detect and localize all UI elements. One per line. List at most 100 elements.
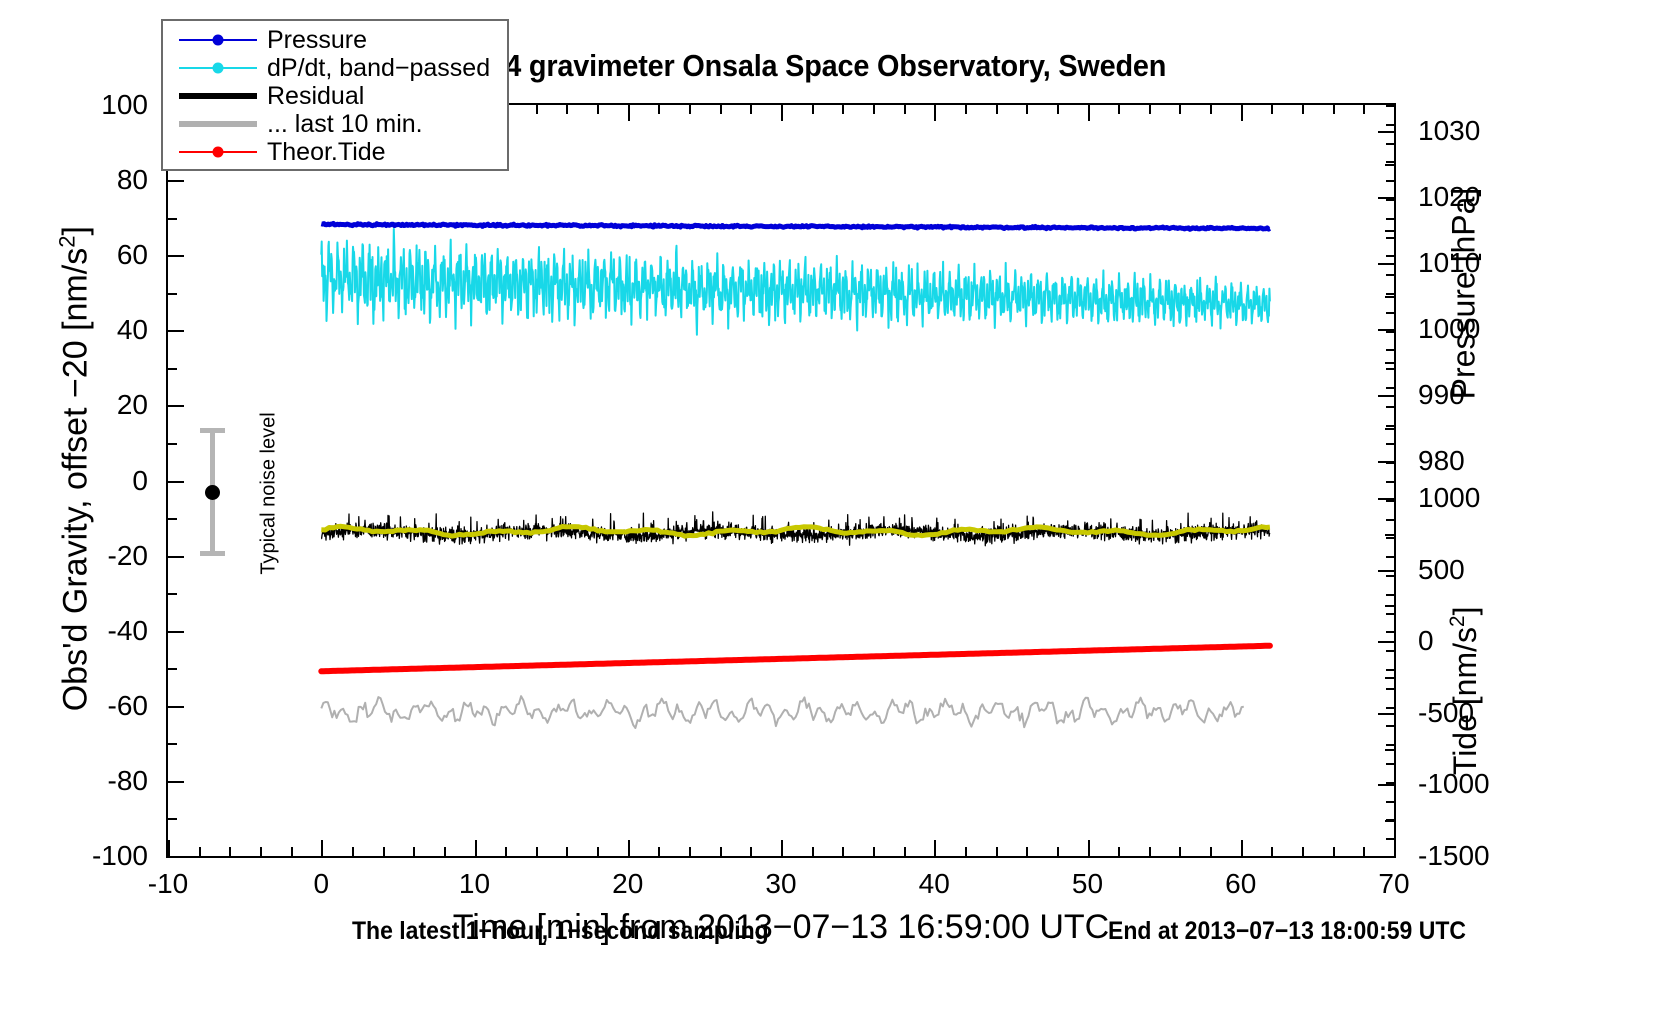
right-tick-minor xyxy=(1386,199,1394,201)
pressure-label-1000: 1000 xyxy=(1418,313,1481,345)
y-axis-left-title: Obs'd Gravity, offset −20 [nm/s2] xyxy=(54,89,95,849)
right-tick-minor xyxy=(1386,631,1394,634)
tide-tick--1000 xyxy=(1378,784,1394,787)
y-tick-label-60: 60 xyxy=(116,239,148,271)
y-tick-minor xyxy=(168,593,177,596)
plot-area: The latest 1−hour, 1−second sampling End… xyxy=(166,103,1466,945)
x-tick-label-60: 60 xyxy=(1225,868,1257,899)
y-tick-major--20 xyxy=(168,555,184,558)
x-tick-top-major xyxy=(781,105,783,121)
y-tick-major-60 xyxy=(168,255,184,258)
x-tick-major-20 xyxy=(627,840,630,856)
x-tick-minor xyxy=(413,847,416,856)
x-tick-major--10 xyxy=(168,840,170,856)
tide-label-500: 500 xyxy=(1418,553,1465,585)
x-tick-minor xyxy=(566,847,569,856)
y-tick-label-0: 0 xyxy=(132,464,148,496)
y-tick-minor xyxy=(168,818,177,821)
x-tick-minor xyxy=(995,847,998,856)
right-tick-minor xyxy=(1386,838,1394,841)
y-tick-label-80: 80 xyxy=(116,164,148,196)
right-tick-minor xyxy=(1386,612,1394,615)
series-residual-smoothed xyxy=(321,523,1271,539)
right-tick-minor xyxy=(1386,180,1394,183)
y-tick-label--20: -20 xyxy=(107,539,148,571)
x-tick-minor xyxy=(1363,847,1366,856)
right-tick-minor xyxy=(1386,556,1394,559)
y-tick-label--100: -100 xyxy=(91,840,148,871)
legend-line-icon xyxy=(179,93,257,99)
tide-tick-minor xyxy=(1385,748,1394,751)
legend-symbol-4 xyxy=(179,141,257,163)
right-tick-minor xyxy=(1386,293,1394,295)
x-tick-minor xyxy=(1026,847,1029,856)
x-tick-minor xyxy=(382,847,385,856)
right-tick-minor xyxy=(1386,706,1394,709)
y-axis-right-bottom-text: Tide [nm/s xyxy=(1446,626,1483,776)
x-tick-top-major xyxy=(934,105,937,121)
x-tick-minor xyxy=(1179,847,1182,856)
x-tick-top-minor xyxy=(658,105,661,114)
y-tick-minor xyxy=(168,668,177,671)
x-tick-minor xyxy=(811,847,814,856)
noise-center-marker xyxy=(205,485,220,500)
tide-tick-1000 xyxy=(1378,497,1394,500)
x-tick-top-major xyxy=(1087,105,1090,121)
sampling-note: The latest 1−hour, 1−second sampling xyxy=(352,917,769,945)
y-tick-label-100: 100 xyxy=(101,89,148,120)
y-axis-left-title-sup: 2 xyxy=(54,235,80,248)
tide-label--500: -500 xyxy=(1418,696,1475,728)
x-tick-label-40: 40 xyxy=(918,868,950,899)
y-tick-major--60 xyxy=(168,705,184,708)
x-tick-minor xyxy=(1118,847,1121,856)
right-tick-minor xyxy=(1386,763,1394,765)
x-tick-minor xyxy=(351,847,354,856)
x-tick-top-minor xyxy=(842,105,845,114)
x-tick-minor xyxy=(597,847,600,856)
x-tick-minor xyxy=(719,847,722,856)
legend-item-4: Theor.Tide xyxy=(163,138,507,166)
pressure-label-1010: 1010 xyxy=(1418,247,1481,279)
right-tick-minor xyxy=(1386,405,1394,408)
pressure-tick-1020 xyxy=(1378,197,1394,200)
legend-label-1: dP/dt, band−passed xyxy=(267,53,491,82)
x-tick-label-30: 30 xyxy=(765,868,797,899)
legend-marker-icon xyxy=(212,34,224,46)
x-tick-top-minor xyxy=(1210,105,1213,114)
legend-label-0: Pressure xyxy=(267,25,368,54)
x-tick-minor xyxy=(505,847,508,856)
pressure-tick-minor xyxy=(1385,230,1394,233)
right-tick-minor xyxy=(1386,274,1394,277)
x-tick-top-minor xyxy=(1056,105,1059,114)
right-tick-minor xyxy=(1386,255,1394,258)
tide-label--1000: -1000 xyxy=(1418,768,1490,800)
tide-label-0: 0 xyxy=(1418,625,1434,657)
x-tick-major-0 xyxy=(321,840,324,856)
x-tick-minor xyxy=(535,847,538,856)
legend-label-4: Theor.Tide xyxy=(267,137,386,166)
x-tick-minor xyxy=(259,847,262,856)
right-tick-minor xyxy=(1386,387,1394,389)
tide-tick-minor xyxy=(1385,605,1394,608)
x-tick-minor xyxy=(689,847,692,856)
y-tick-major-0 xyxy=(168,480,184,483)
tide-tick-minor xyxy=(1385,533,1394,536)
pressure-tick-minor xyxy=(1385,362,1394,365)
tide-tick-500 xyxy=(1378,569,1394,572)
right-tick-minor xyxy=(1386,781,1394,784)
y-tick-minor xyxy=(168,518,177,521)
x-tick-minor xyxy=(903,847,906,856)
right-tick-minor xyxy=(1386,800,1394,803)
x-tick-top-minor xyxy=(689,105,692,114)
y-tick-major--100 xyxy=(168,856,184,858)
y-tick-label--40: -40 xyxy=(107,614,148,646)
y-tick-major-20 xyxy=(168,405,184,408)
right-tick-minor xyxy=(1386,161,1394,164)
x-tick-minor xyxy=(1148,847,1151,856)
y-tick-minor xyxy=(168,367,177,370)
y-tick-minor xyxy=(168,292,177,295)
x-tick-minor xyxy=(1210,847,1213,856)
tide-tick-0 xyxy=(1378,641,1394,644)
x-tick-major-50 xyxy=(1087,840,1090,856)
x-tick-minor xyxy=(198,847,201,856)
